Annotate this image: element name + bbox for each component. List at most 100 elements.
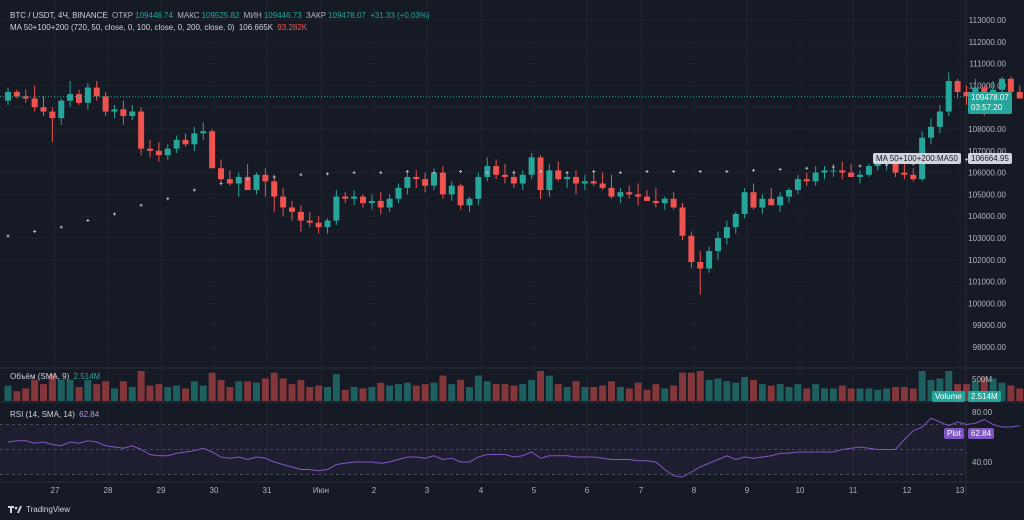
volume-bar [634, 382, 642, 401]
ma-legend: MA 50+100+200 (720, 50, close, 0, 100, c… [10, 23, 309, 32]
volume-bar [537, 371, 544, 401]
volume-bar [350, 387, 358, 401]
ma200-marker [459, 170, 463, 174]
volume-bar [599, 385, 607, 401]
time-tick-label: 10 [796, 486, 805, 495]
volume-tick-label: 500M [972, 375, 992, 384]
candle-body [244, 176, 251, 191]
candle-body [67, 94, 74, 101]
tradingview-icon [8, 506, 22, 513]
volume-bar [341, 389, 349, 401]
candle-body [31, 98, 38, 108]
time-tick-label: 3 [425, 486, 430, 495]
volume-bar [519, 384, 527, 401]
time-tick-label: 11 [849, 486, 858, 495]
candle-body [466, 198, 473, 206]
volume-tag-value: 2.514M [968, 391, 1001, 402]
candle-body [608, 187, 615, 197]
volume-bar [119, 381, 127, 401]
volume-bar [421, 384, 429, 401]
volume-bar [395, 384, 402, 401]
volume-bar [84, 379, 92, 401]
ma200-marker [618, 171, 622, 175]
volume-bar [679, 372, 686, 401]
volume-bar [315, 385, 323, 401]
ma200-marker [778, 167, 782, 171]
rsi-tag-value: 62.84 [968, 428, 995, 439]
ma200-marker [432, 171, 436, 175]
candle-body [848, 172, 855, 177]
candle-body [821, 170, 828, 173]
candle-body [413, 176, 420, 180]
candle-body [280, 196, 287, 208]
rsi-tag-label: Plot [944, 428, 964, 439]
time-tick-label: 13 [956, 486, 965, 495]
ma200-marker [485, 171, 489, 175]
volume-bar [625, 388, 633, 401]
candle-body [200, 131, 207, 134]
ma200-marker [86, 219, 90, 223]
time-tick-label: 27 [51, 486, 60, 495]
candle-body [22, 96, 29, 99]
ma-tag-value: 106664.95 [968, 153, 1012, 164]
time-tick-label: 9 [745, 486, 750, 495]
volume-bar [412, 385, 420, 401]
time-tick-label: 6 [585, 486, 590, 495]
candle-body [493, 166, 500, 175]
volume-bar [57, 379, 65, 401]
candle-body [129, 111, 136, 116]
volume-bar [332, 374, 340, 401]
volume-bar [146, 385, 154, 401]
price-tick-label: 106000.00 [968, 169, 1006, 178]
candle-body [777, 196, 784, 206]
candle-body [226, 179, 233, 184]
candle-body [306, 220, 313, 223]
ma200-marker [246, 177, 250, 181]
symbol-legend: BTC / USDT, 4Ч, BINANCE ОТКР 109446.74 МА… [10, 11, 430, 20]
candle-body [626, 192, 633, 195]
time-tick-label: 30 [210, 486, 219, 495]
time-tick-label: 12 [903, 486, 912, 495]
candle-body [599, 183, 606, 188]
symbol-title: BTC / USDT, 4Ч, BINANCE [10, 11, 108, 20]
volume-bar [457, 379, 465, 401]
change-value: +31.33 (+0.03%) [370, 11, 430, 20]
candle-body [510, 176, 517, 184]
candle-body [759, 198, 766, 208]
volume-bar [173, 385, 181, 401]
ma200-marker [965, 158, 968, 162]
tradingview-brand: TradingView [26, 505, 71, 514]
volume-bar [226, 387, 234, 401]
candle-body [253, 174, 260, 191]
candle-body [262, 174, 269, 182]
candle-body [865, 166, 872, 175]
volume-legend: Объём (SMA, 9) 2.514M [10, 372, 102, 381]
candle-body [617, 192, 624, 197]
candle-body [715, 238, 721, 252]
price-tick-label: 104000.00 [968, 212, 1006, 221]
tradingview-logo[interactable]: TradingView [8, 505, 70, 514]
ma200-marker [512, 171, 516, 175]
rsi-line [7, 417, 1020, 478]
candle-body [697, 261, 704, 269]
price-tick-label: 108000.00 [968, 125, 1006, 134]
price-tick-label: 107000.00 [968, 147, 1006, 156]
volume-bar [652, 384, 660, 401]
candle-body [874, 163, 881, 167]
candle-body [182, 139, 189, 145]
volume-bar [4, 385, 12, 401]
time-tick-label: 29 [157, 486, 166, 495]
candle-body [395, 187, 402, 199]
candle-body [741, 192, 748, 215]
candle-body [750, 192, 757, 208]
candle-body [768, 198, 775, 206]
close-value: 109478.07 [328, 11, 366, 20]
volume-bar [945, 371, 953, 401]
candle-body [120, 109, 127, 116]
volume-bar [235, 381, 243, 401]
volume-bar [892, 387, 899, 401]
candle-body [706, 251, 713, 269]
volume-bar [865, 388, 873, 401]
open-value: 109446.74 [135, 11, 173, 20]
